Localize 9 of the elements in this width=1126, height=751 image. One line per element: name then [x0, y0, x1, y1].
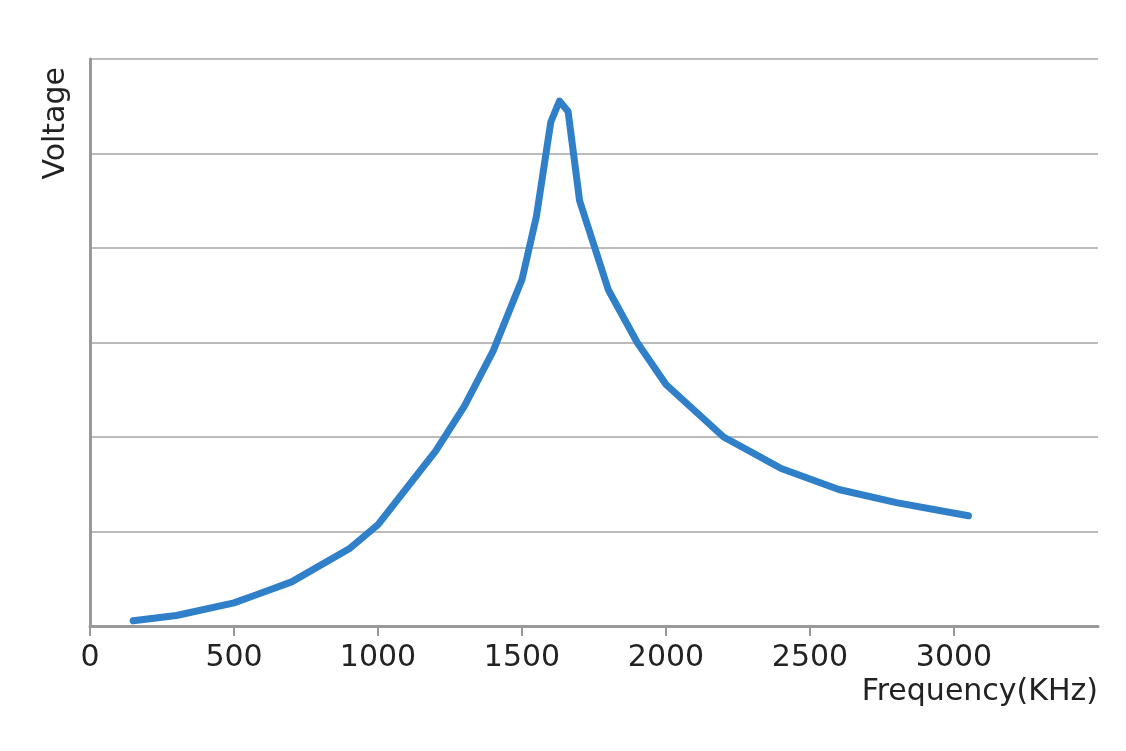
x-tick-label: 500: [205, 637, 263, 673]
x-tick-label: 1000: [339, 637, 417, 673]
x-tick-label: 3000: [915, 637, 993, 673]
x-axis-title: Frequency(KHz): [861, 671, 1098, 707]
x-tick-label: 0: [80, 637, 100, 673]
y-axis-title: Voltage: [35, 67, 71, 180]
x-tick-label: 2500: [771, 637, 849, 673]
x-tick-label: 2000: [627, 637, 705, 673]
x-tick-label: 1500: [483, 637, 561, 673]
